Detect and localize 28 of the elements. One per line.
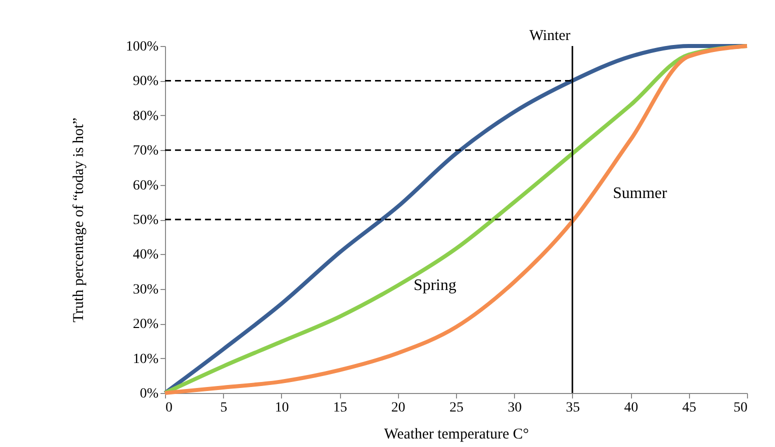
y-tick-label: 0% xyxy=(140,386,159,402)
line-series xyxy=(163,44,749,395)
x-tick-label: 0 xyxy=(166,400,172,416)
x-tick-label: 10 xyxy=(274,400,289,416)
y-tick-label: 20% xyxy=(132,317,159,332)
y-axis-title: Truth percentage of “today is hot” xyxy=(70,118,87,322)
x-tick-label: 40 xyxy=(624,400,638,416)
x-tick-label: 50 xyxy=(734,400,748,416)
y-tick-label: 50% xyxy=(132,213,159,228)
x-tick-label: 30 xyxy=(508,400,522,416)
y-tick-label: 60% xyxy=(132,178,159,194)
x-tick-label: 25 xyxy=(450,400,464,416)
y-tick-label: 90% xyxy=(132,74,159,90)
x-tick-label: 15 xyxy=(333,400,348,416)
annotation: Spring xyxy=(414,277,456,294)
annotation: Summer xyxy=(612,185,668,202)
y-tick-label: 10% xyxy=(132,352,159,367)
x-tick-label: 35 xyxy=(566,400,580,416)
y-tick-label: 100% xyxy=(126,40,159,54)
x-tick-label: 20 xyxy=(391,400,406,416)
y-tick-label: 30% xyxy=(132,282,159,298)
x-tick-label: 5 xyxy=(220,400,228,416)
y-tick-label: 40% xyxy=(132,248,159,263)
y-tick-label: 80% xyxy=(132,108,159,124)
x-tick-label: 45 xyxy=(682,400,696,416)
ref-line-label: Winter xyxy=(529,28,570,44)
y-tick-label: 70% xyxy=(132,144,159,159)
x-axis-title: Weather temperature C° xyxy=(384,426,529,442)
